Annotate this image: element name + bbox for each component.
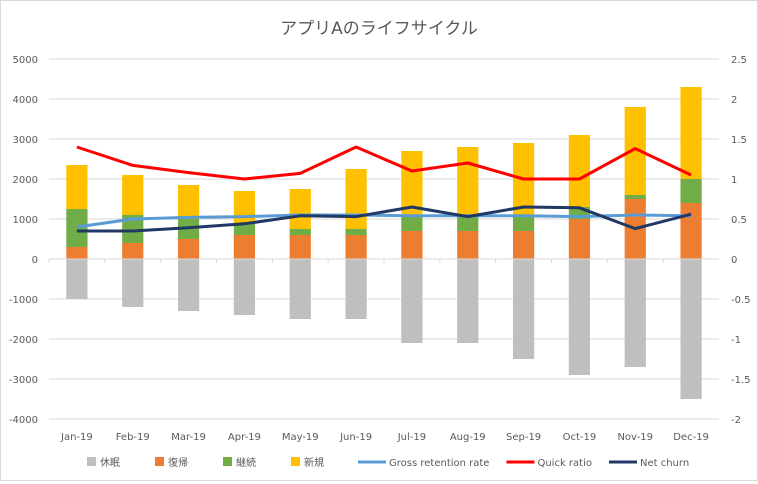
bar-新規 bbox=[178, 185, 199, 219]
legend-label: 休眠 bbox=[100, 457, 120, 469]
x-tick-label: Aug-19 bbox=[450, 432, 486, 443]
bar-継続 bbox=[401, 215, 422, 231]
bar-復帰 bbox=[234, 235, 255, 259]
bar-復帰 bbox=[401, 231, 422, 259]
bar-休眠 bbox=[680, 259, 701, 399]
bar-復帰 bbox=[66, 247, 87, 259]
x-tick-label: Feb-19 bbox=[116, 432, 150, 443]
line-gross-retention-rate bbox=[77, 215, 691, 227]
y-tick-label: -1000 bbox=[9, 295, 38, 306]
legend-swatch bbox=[223, 457, 232, 466]
bar-休眠 bbox=[345, 259, 366, 319]
x-tick-label: Oct-19 bbox=[563, 432, 597, 443]
x-tick-label: Nov-19 bbox=[617, 432, 653, 443]
bar-継続 bbox=[625, 195, 646, 199]
legend-label: Net churn bbox=[640, 458, 689, 469]
legend-swatch bbox=[155, 457, 164, 466]
x-tick-label: Mar-19 bbox=[171, 432, 206, 443]
y-tick-label: 1000 bbox=[13, 215, 38, 226]
y2-tick-label: 2.5 bbox=[731, 55, 747, 66]
x-tick-label: Jan-19 bbox=[60, 432, 93, 443]
bar-継続 bbox=[66, 209, 87, 247]
x-tick-label: Apr-19 bbox=[228, 432, 261, 443]
bar-復帰 bbox=[569, 219, 590, 259]
y-tick-label: -4000 bbox=[9, 415, 38, 426]
bar-復帰 bbox=[513, 231, 534, 259]
y-tick-label: -3000 bbox=[9, 375, 38, 386]
legend-label: Quick ratio bbox=[537, 458, 592, 469]
bar-復帰 bbox=[290, 235, 311, 259]
legend-label: Gross retention rate bbox=[389, 458, 489, 469]
bar-継続 bbox=[290, 229, 311, 235]
y2-tick-label: 1.5 bbox=[731, 135, 747, 146]
y2-tick-label: -1 bbox=[731, 335, 741, 346]
y2-tick-label: -2 bbox=[731, 415, 741, 426]
line-quick-ratio bbox=[77, 147, 691, 179]
chart-title: アプリAのライフサイクル bbox=[280, 19, 478, 39]
y-tick-label: 5000 bbox=[13, 55, 38, 66]
y2-tick-label: 0 bbox=[731, 255, 737, 266]
y2-tick-label: 0.5 bbox=[731, 215, 747, 226]
y-tick-label: 4000 bbox=[13, 95, 38, 106]
bar-新規 bbox=[122, 175, 143, 215]
bar-復帰 bbox=[178, 239, 199, 259]
y2-tick-label: 1 bbox=[731, 175, 737, 186]
y2-tick-label: 2 bbox=[731, 95, 737, 106]
y2-tick-label: -1.5 bbox=[731, 375, 751, 386]
legend-label: 新規 bbox=[304, 456, 324, 469]
bar-休眠 bbox=[569, 259, 590, 375]
y-tick-label: 0 bbox=[32, 255, 38, 266]
bar-復帰 bbox=[122, 243, 143, 259]
x-tick-label: May-19 bbox=[282, 432, 319, 443]
legend-label: 復帰 bbox=[168, 456, 188, 469]
bar-休眠 bbox=[122, 259, 143, 307]
bar-復帰 bbox=[680, 203, 701, 259]
bar-新規 bbox=[401, 151, 422, 215]
x-tick-label: Dec-19 bbox=[673, 432, 709, 443]
bar-休眠 bbox=[290, 259, 311, 319]
bar-新規 bbox=[680, 87, 701, 179]
x-tick-label: Jul-19 bbox=[397, 432, 426, 443]
bar-休眠 bbox=[401, 259, 422, 343]
legend-swatch bbox=[291, 457, 300, 466]
legend-label: 継続 bbox=[236, 456, 256, 469]
x-tick-label: Sep-19 bbox=[506, 432, 541, 443]
bar-休眠 bbox=[513, 259, 534, 359]
x-tick-label: Jun-19 bbox=[339, 432, 372, 443]
bar-復帰 bbox=[345, 235, 366, 259]
bar-継続 bbox=[680, 179, 701, 203]
bar-新規 bbox=[457, 147, 478, 215]
legend-swatch bbox=[87, 457, 96, 466]
bar-復帰 bbox=[457, 231, 478, 259]
bar-継続 bbox=[345, 229, 366, 235]
bar-新規 bbox=[66, 165, 87, 209]
bar-新規 bbox=[345, 169, 366, 229]
y-tick-label: -2000 bbox=[9, 335, 38, 346]
bar-新規 bbox=[290, 189, 311, 229]
bar-休眠 bbox=[178, 259, 199, 311]
y-tick-label: 3000 bbox=[13, 135, 38, 146]
bar-休眠 bbox=[457, 259, 478, 343]
bar-新規 bbox=[569, 135, 590, 207]
y-tick-label: 2000 bbox=[13, 175, 38, 186]
bar-休眠 bbox=[66, 259, 87, 299]
y2-tick-label: -0.5 bbox=[731, 295, 751, 306]
bar-休眠 bbox=[625, 259, 646, 367]
bar-休眠 bbox=[234, 259, 255, 315]
